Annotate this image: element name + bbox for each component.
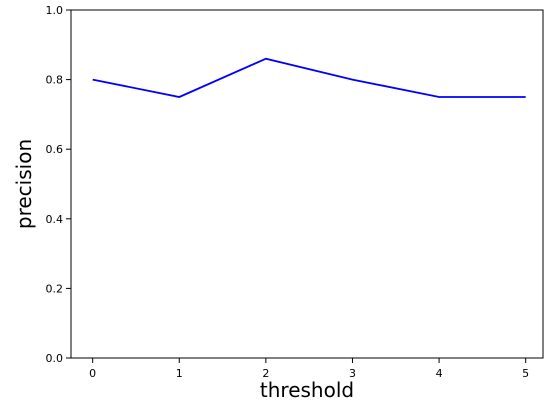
y-axis: 0.0 0.2 0.4 0.6 0.8 1.0 [46,4,71,365]
x-tick-label: 4 [436,367,443,380]
x-tick-label: 1 [176,367,183,380]
x-tick-label: 5 [522,367,529,380]
series-line [92,57,526,98]
x-axis-label: threshold [260,378,354,402]
y-tick-label: 0.0 [46,352,64,365]
x-axis: 0 1 2 3 4 5 [89,358,529,380]
y-tick-label: 0.6 [46,143,64,156]
y-tick-label: 0.4 [46,213,64,226]
x-tick-label: 3 [349,367,356,380]
y-tick-label: 0.2 [46,282,64,295]
x-tick-label: 2 [262,367,269,380]
y-tick-label: 0.8 [46,74,64,87]
y-axis-label: precision [12,139,36,229]
plot-frame [70,9,544,359]
x-tick-label: 0 [89,367,96,380]
y-tick-label: 1.0 [46,4,64,17]
